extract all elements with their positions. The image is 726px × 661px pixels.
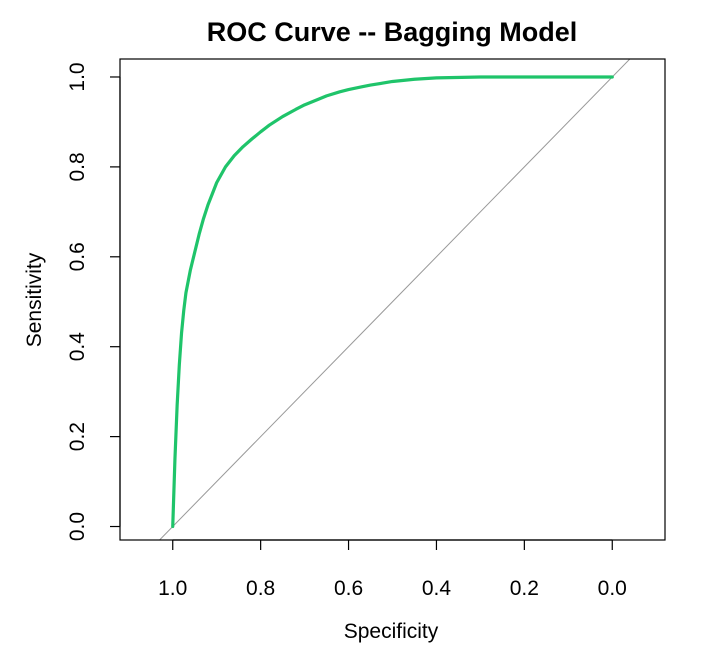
x-tick-label: 0.6	[334, 577, 363, 600]
y-tick-label: 1.0	[66, 62, 89, 91]
plot-area	[158, 59, 631, 540]
x-axis: 1.0 0.8 0.6 0.4 0.2 0.0	[158, 539, 627, 600]
chart-title: ROC Curve -- Bagging Model	[207, 17, 578, 47]
y-tick-label: 0.4	[66, 332, 89, 362]
y-tick-label: 0.6	[66, 242, 89, 271]
y-axis: 0.0 0.2 0.4 0.6 0.8 1.0	[66, 62, 121, 541]
plot-frame	[119, 58, 666, 541]
x-tick-label: 1.0	[158, 577, 187, 600]
y-tick-label: 0.8	[66, 152, 89, 181]
y-axis-label: Sensitivity	[23, 252, 46, 347]
x-axis-label: Specificity	[344, 620, 439, 643]
y-tick-label: 0.0	[66, 512, 89, 541]
y-tick-label: 0.2	[66, 422, 89, 451]
x-tick-label: 0.8	[246, 577, 275, 600]
x-tick-label: 0.4	[422, 577, 452, 600]
roc-curve-line	[171, 75, 614, 529]
reference-diagonal-line	[158, 59, 631, 540]
x-tick-label: 0.2	[510, 577, 539, 600]
x-tick-label: 0.0	[598, 577, 627, 600]
